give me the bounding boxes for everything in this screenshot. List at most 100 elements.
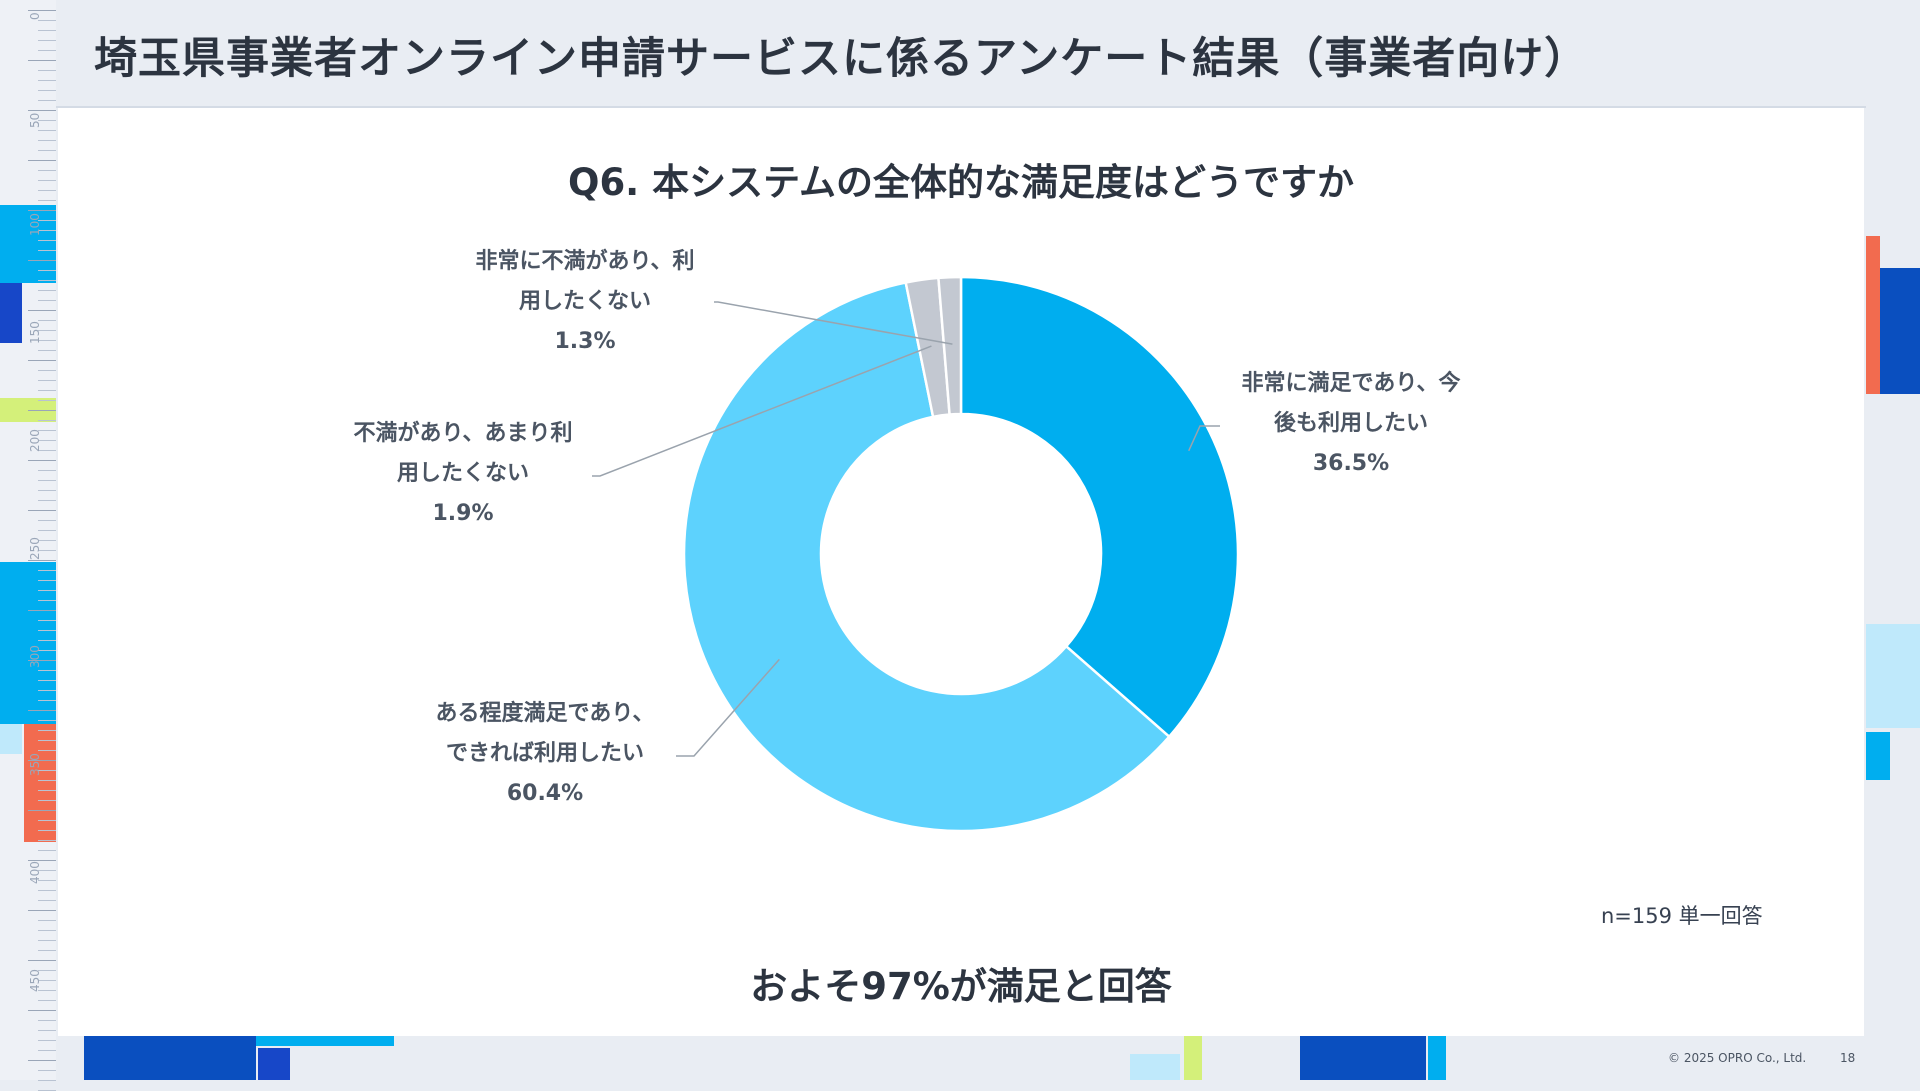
ruler-tick bbox=[28, 160, 56, 161]
ruler-tick bbox=[38, 670, 56, 671]
ruler-tick bbox=[28, 610, 56, 611]
ruler-tick bbox=[38, 140, 56, 141]
bottom-bar-blue-2 bbox=[1428, 1036, 1446, 1080]
slice-label-very-dissatisfied: 非常に不満があり、利 用したくない 1.3% bbox=[460, 242, 710, 362]
ruler-tick bbox=[28, 60, 56, 61]
ruler-tick bbox=[28, 710, 56, 711]
ruler-tick bbox=[38, 40, 56, 41]
bottom-bar-navy-2 bbox=[258, 1048, 290, 1080]
ruler-tick bbox=[38, 630, 56, 631]
ruler-tick bbox=[38, 290, 56, 291]
ruler-tick bbox=[38, 790, 56, 791]
slice-label-line: 用したくない bbox=[518, 289, 651, 314]
ruler-tick bbox=[38, 400, 56, 401]
ruler-tick bbox=[38, 920, 56, 921]
right-bar-coral bbox=[1866, 236, 1880, 394]
ruler-tick bbox=[28, 410, 56, 411]
ruler-tick bbox=[38, 170, 56, 171]
ruler-tick bbox=[38, 540, 56, 541]
ruler-tick bbox=[38, 720, 56, 721]
ruler-tick bbox=[38, 740, 56, 741]
ruler-label: 100 bbox=[28, 213, 42, 236]
ruler-tick bbox=[28, 510, 56, 511]
ruler-tick bbox=[38, 650, 56, 651]
ruler-tick bbox=[38, 970, 56, 971]
ruler-tick bbox=[38, 340, 56, 341]
ruler-tick bbox=[38, 980, 56, 981]
bottom-bar-blue-1 bbox=[256, 1036, 394, 1046]
ruler-tick bbox=[38, 230, 56, 231]
ruler-label: 50 bbox=[28, 112, 42, 128]
ruler-tick bbox=[38, 80, 56, 81]
slice-label-line: 不満があり、あまり利 bbox=[353, 421, 573, 446]
ruler-tick bbox=[38, 620, 56, 621]
ruler-tick bbox=[28, 810, 56, 811]
ruler-tick bbox=[38, 680, 56, 681]
ruler-tick bbox=[38, 830, 56, 831]
ruler-tick bbox=[28, 360, 56, 361]
ruler-tick bbox=[38, 590, 56, 591]
ruler-tick bbox=[38, 100, 56, 101]
ruler-tick bbox=[38, 1070, 56, 1071]
slice-value-label: 60.4% bbox=[506, 781, 584, 806]
leader-line bbox=[592, 345, 932, 477]
ruler-tick bbox=[38, 380, 56, 381]
donut-slice bbox=[682, 281, 1171, 833]
ruler-tick bbox=[38, 840, 56, 841]
ruler-tick bbox=[38, 1020, 56, 1021]
leader-line bbox=[1188, 425, 1220, 452]
sample-note: n=159 単一回答 bbox=[1601, 904, 1763, 928]
ruler-tick bbox=[38, 280, 56, 281]
slice-value-label: 36.5% bbox=[1312, 451, 1390, 476]
ruler-tick bbox=[38, 90, 56, 91]
ruler-tick bbox=[38, 580, 56, 581]
ruler-tick bbox=[28, 960, 56, 961]
ruler-bar-lightblue bbox=[0, 724, 22, 754]
slice-label-somewhat-dissatisfied: 不満があり、あまり利 用したくない 1.9% bbox=[338, 414, 588, 534]
ruler-tick bbox=[38, 50, 56, 51]
ruler-tick bbox=[38, 1030, 56, 1031]
header-bar: 埼玉県事業者オンライン申請サービスに係るアンケート結果（事業者向け） bbox=[56, 0, 1866, 108]
right-bar-blue bbox=[1866, 732, 1890, 780]
ruler-tick bbox=[38, 850, 56, 851]
ruler-tick bbox=[38, 450, 56, 451]
ruler-tick bbox=[28, 660, 56, 661]
ruler-tick bbox=[38, 700, 56, 701]
ruler-tick bbox=[38, 220, 56, 221]
bottom-bar-lime bbox=[1184, 1036, 1202, 1080]
ruler-tick bbox=[38, 190, 56, 191]
ruler-tick bbox=[28, 860, 56, 861]
ruler-tick bbox=[38, 300, 56, 301]
ruler-bar-navy bbox=[0, 283, 22, 343]
ruler-tick bbox=[28, 1010, 56, 1011]
page-number: 18 bbox=[1840, 1051, 1856, 1065]
ruler-tick bbox=[38, 640, 56, 641]
ruler-tick bbox=[38, 430, 56, 431]
ruler-label: 300 bbox=[28, 645, 42, 668]
chart-title: Q6. 本システムの全体的な満足度はどうですか bbox=[567, 161, 1355, 204]
ruler-tick bbox=[38, 320, 56, 321]
slice-label-somewhat-satisfied: ある程度満足であり、 できれば利用したい 60.4% bbox=[420, 694, 670, 814]
ruler-tick bbox=[38, 940, 56, 941]
ruler-tick bbox=[38, 250, 56, 251]
ruler-label: 200 bbox=[28, 429, 42, 452]
ruler-tick bbox=[28, 10, 56, 11]
ruler-tick bbox=[28, 1060, 56, 1061]
ruler-tick bbox=[38, 1000, 56, 1001]
ruler-tick bbox=[38, 870, 56, 871]
ruler-tick bbox=[38, 550, 56, 551]
slice-label-line: 非常に満足であり、今 bbox=[1241, 371, 1461, 396]
ruler-tick bbox=[28, 460, 56, 461]
ruler-tick bbox=[28, 110, 56, 111]
ruler-tick bbox=[38, 730, 56, 731]
ruler-tick bbox=[38, 390, 56, 391]
copyright: © 2025 OPRO Co., Ltd. bbox=[1668, 1051, 1807, 1065]
ruler-bar-coral bbox=[24, 724, 56, 842]
ruler-tick bbox=[38, 180, 56, 181]
ruler-tick bbox=[38, 130, 56, 131]
ruler-bar-blue-2 bbox=[0, 562, 56, 724]
ruler-label: 400 bbox=[28, 861, 42, 884]
ruler-tick bbox=[28, 310, 56, 311]
donut-slice bbox=[937, 275, 963, 416]
ruler-tick bbox=[38, 350, 56, 351]
